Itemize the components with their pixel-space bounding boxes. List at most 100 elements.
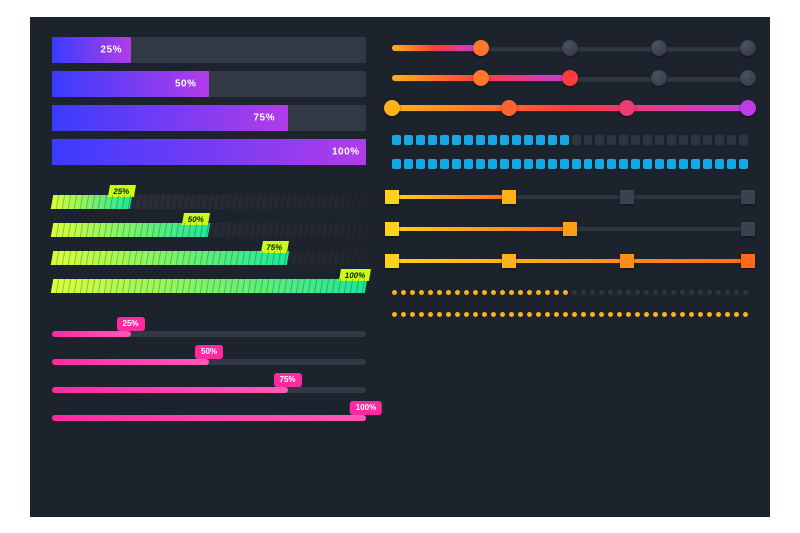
- segment-cell: [548, 135, 557, 145]
- dot: [671, 312, 676, 317]
- segment-cell: [404, 159, 413, 169]
- dot: [626, 290, 631, 295]
- circle-slider[interactable]: [392, 101, 748, 115]
- progress-label: 25%: [101, 44, 123, 55]
- segment-cell: [643, 159, 652, 169]
- dot: [599, 290, 604, 295]
- dot: [509, 312, 514, 317]
- progress-bar-a: 25%: [52, 37, 366, 63]
- slider-knob[interactable]: [740, 70, 756, 86]
- slider-knob[interactable]: [562, 40, 578, 56]
- slider-knob[interactable]: [741, 190, 755, 204]
- slider-knob[interactable]: [385, 190, 399, 204]
- segment-cell: [727, 159, 736, 169]
- slider-knob[interactable]: [741, 222, 755, 236]
- segment-cell: [739, 159, 748, 169]
- dot: [428, 290, 433, 295]
- slider-knob[interactable]: [473, 40, 489, 56]
- dot: [482, 312, 487, 317]
- dot: [545, 290, 550, 295]
- segment-cell: [536, 135, 545, 145]
- square-slider[interactable]: [392, 221, 748, 237]
- ui-kit-panel: 25%50%75%100% 25%50%75%100% 25%50%75%100…: [30, 17, 770, 517]
- dot: [464, 290, 469, 295]
- slider-knob[interactable]: [385, 222, 399, 236]
- dot: [689, 290, 694, 295]
- dot: [455, 290, 460, 295]
- slider-progress: [392, 227, 570, 231]
- dot-bar: [392, 289, 748, 297]
- dot: [716, 290, 721, 295]
- dot: [473, 290, 478, 295]
- slider-knob[interactable]: [741, 254, 755, 268]
- segment-cell: [679, 159, 688, 169]
- progress-tag: 75%: [260, 241, 288, 253]
- slider-knob[interactable]: [473, 70, 489, 86]
- progress-bubble: 50%: [195, 345, 223, 359]
- dot: [518, 312, 523, 317]
- progress-bar-c: 75%: [52, 387, 366, 393]
- dot-bar: [392, 311, 748, 319]
- dot-bars: [392, 289, 748, 319]
- segment-cell: [452, 159, 461, 169]
- dot: [653, 290, 658, 295]
- dot: [617, 312, 622, 317]
- slider-knob[interactable]: [502, 254, 516, 268]
- dot: [671, 290, 676, 295]
- slider-knob[interactable]: [651, 70, 667, 86]
- progress-tag: 25%: [107, 185, 135, 197]
- slider-knob[interactable]: [620, 254, 634, 268]
- segment-cell: [524, 135, 533, 145]
- dot: [662, 290, 667, 295]
- slider-knob[interactable]: [620, 190, 634, 204]
- slider-knob[interactable]: [740, 100, 756, 116]
- progress-fill: [52, 415, 366, 421]
- slider-knob[interactable]: [385, 254, 399, 268]
- dot: [428, 312, 433, 317]
- slider-knob[interactable]: [619, 100, 635, 116]
- progress-fill: [52, 139, 366, 165]
- slider-knob[interactable]: [740, 40, 756, 56]
- dot: [572, 312, 577, 317]
- square-slider[interactable]: [392, 189, 748, 205]
- slider-knob[interactable]: [562, 70, 578, 86]
- slider-knob[interactable]: [563, 222, 577, 236]
- progress-bar-c: 100%: [52, 415, 366, 421]
- segment-cell: [392, 135, 401, 145]
- slider-knob[interactable]: [502, 190, 516, 204]
- segment-cell: [428, 159, 437, 169]
- dot: [500, 290, 505, 295]
- segment-cell: [416, 135, 425, 145]
- circle-slider[interactable]: [392, 41, 748, 55]
- square-slider[interactable]: [392, 253, 748, 269]
- dot: [437, 312, 442, 317]
- segment-cell: [595, 135, 604, 145]
- dot: [635, 290, 640, 295]
- segment-cell: [464, 159, 473, 169]
- progress-fill: [51, 279, 367, 293]
- segment-cell: [500, 159, 509, 169]
- right-column: [392, 37, 748, 497]
- segment-cell: [560, 135, 569, 145]
- segment-cell: [679, 135, 688, 145]
- dot: [572, 290, 577, 295]
- dot: [491, 312, 496, 317]
- progress-fill: [52, 359, 209, 365]
- segment-cell: [607, 135, 616, 145]
- circle-slider[interactable]: [392, 71, 748, 85]
- dot: [590, 290, 595, 295]
- segment-cell: [452, 135, 461, 145]
- dot: [392, 290, 397, 295]
- segment-cell: [584, 135, 593, 145]
- dot: [464, 312, 469, 317]
- progress-fill: [52, 105, 288, 131]
- dot: [716, 312, 721, 317]
- dot: [500, 312, 505, 317]
- slider-knob[interactable]: [384, 100, 400, 116]
- slider-knob[interactable]: [651, 40, 667, 56]
- dot: [662, 312, 667, 317]
- dot: [545, 312, 550, 317]
- dot: [734, 290, 739, 295]
- slider-knob[interactable]: [501, 100, 517, 116]
- segment-cell: [655, 135, 664, 145]
